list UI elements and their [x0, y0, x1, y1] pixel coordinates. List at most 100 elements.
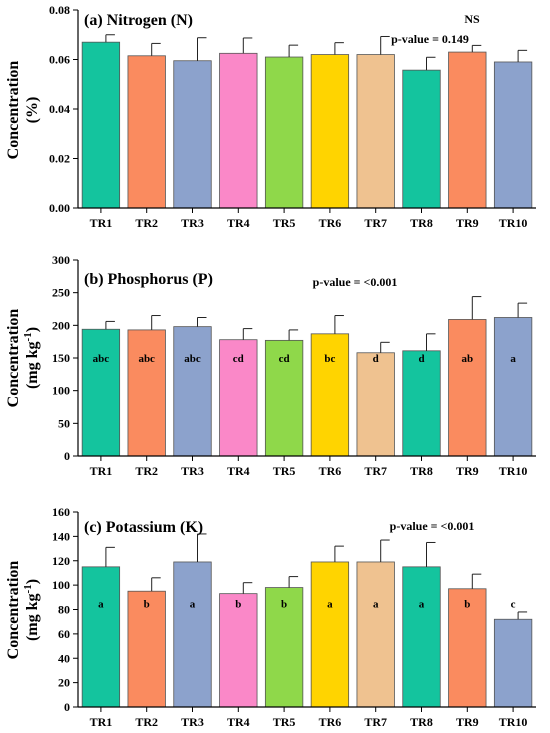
x-tick-label: TR2 — [135, 715, 158, 729]
significance-letter: a — [327, 599, 333, 611]
y-axis-label-line1: Concentration — [5, 561, 22, 660]
panel-title: (a) Nitrogen (N) — [84, 12, 193, 29]
bar — [127, 55, 166, 209]
bar — [493, 61, 533, 209]
y-tick-label: 50 — [58, 416, 70, 430]
significance-letter: cd — [279, 353, 290, 365]
y-tick-label: 140 — [52, 529, 70, 543]
bar — [173, 561, 212, 708]
y-tick-label: 40 — [58, 651, 70, 665]
panel-phosphorus: 050100150200250300TR1abcTR2abcTR3abcTR4c… — [5, 253, 536, 478]
bar — [402, 69, 441, 209]
significance-letter: a — [419, 599, 425, 611]
bar — [356, 54, 395, 209]
y-tick-label: 0.00 — [49, 201, 70, 215]
x-tick-label: TR6 — [319, 216, 342, 230]
y-tick-label: 160 — [52, 505, 70, 519]
y-axis-label-line1: Concentration — [5, 309, 22, 408]
significance-letter: a — [373, 599, 379, 611]
x-tick-label: TR5 — [273, 715, 296, 729]
bar — [81, 566, 121, 708]
bar — [448, 51, 487, 209]
panel-nitrogen: 0.00 0.02 0.04 0.06 0.08 TR1 TR2 TR3 TR4 TR5 TR6 TR… — [5, 3, 536, 230]
y-tick-label: 0 — [64, 700, 70, 714]
bar — [448, 319, 487, 457]
x-tick-label: TR8 — [410, 715, 433, 729]
significance-letter: d — [373, 353, 379, 365]
significance-letter: b — [281, 599, 287, 611]
significance-letter: b — [464, 599, 470, 611]
significance-letter: b — [235, 599, 241, 611]
panel-title: (c) Potassium (K) — [84, 519, 203, 536]
bar — [448, 588, 487, 708]
y-tick-label: 0.06 — [49, 53, 70, 67]
x-tick-label: TR5 — [273, 216, 296, 230]
significance-letter: bc — [324, 353, 335, 365]
bar — [402, 350, 441, 457]
y-tick-label: 100 — [52, 578, 70, 592]
significance-letter: d — [418, 353, 424, 365]
significance-letter: cd — [233, 353, 244, 365]
x-tick-label: TR1 — [90, 464, 113, 478]
y-tick-label: 60 — [58, 627, 70, 641]
y-axis-label-superscript: -1 — [22, 584, 34, 593]
bar — [356, 561, 395, 708]
x-tick-label: TR8 — [410, 216, 433, 230]
y-axis-label: Concentration (mg kg-1) — [5, 309, 41, 408]
x-tick-label: TR9 — [456, 216, 479, 230]
significance-letter: c — [511, 599, 516, 611]
bar — [264, 587, 304, 708]
bar — [127, 329, 166, 457]
bar — [127, 590, 166, 708]
bar — [264, 339, 304, 457]
y-tick-label: 250 — [52, 286, 70, 300]
y-tick-label: 300 — [52, 253, 70, 267]
y-tick-label: 100 — [52, 384, 70, 398]
y-tick-label: 0.04 — [49, 102, 70, 116]
significance-letter: ab — [461, 353, 473, 365]
x-tick-label: TR4 — [227, 464, 250, 478]
y-tick-label: 20 — [58, 676, 70, 690]
bar — [81, 328, 121, 457]
y-axis-label-line2: (mg kg — [24, 341, 41, 389]
bar — [219, 339, 258, 457]
significance-letter: a — [190, 599, 196, 611]
significance-letter: abc — [184, 353, 201, 365]
panel-title: (b) Phosphorus (P) — [84, 271, 213, 288]
bar — [173, 326, 212, 457]
y-tick-label: 0 — [64, 449, 70, 463]
ns-annotation: NS — [464, 12, 480, 26]
x-tick-label: TR4 — [227, 216, 250, 230]
x-tick-label: TR10 — [499, 715, 528, 729]
y-tick-label: 80 — [58, 603, 70, 617]
x-tick-label: TR5 — [273, 464, 296, 478]
bar — [402, 566, 441, 708]
x-tick-label: TR9 — [456, 464, 479, 478]
bar — [173, 60, 212, 209]
bar — [310, 561, 350, 708]
y-axis-label-close: ) — [24, 579, 41, 584]
x-tick-label: TR10 — [499, 464, 528, 478]
significance-letter: abc — [93, 353, 110, 365]
bar — [219, 593, 258, 708]
significance-letter: abc — [138, 353, 155, 365]
p-value-label: p-value = <0.001 — [390, 519, 475, 533]
x-tick-label: TR2 — [135, 216, 158, 230]
y-axis-label: Concentration (%) — [5, 61, 41, 160]
y-axis-label-line2: (mg kg — [24, 593, 41, 641]
y-axis-label-close: ) — [24, 327, 41, 332]
x-tick-label: TR4 — [227, 715, 250, 729]
x-tick-label: TR7 — [364, 715, 387, 729]
significance-letter: a — [98, 599, 104, 611]
x-tick-label: TR6 — [319, 464, 342, 478]
x-tick-label: TR10 — [499, 216, 528, 230]
y-tick-label: 200 — [52, 318, 70, 332]
x-tick-label: TR3 — [181, 715, 204, 729]
significance-letter: b — [144, 599, 150, 611]
bar — [310, 54, 350, 209]
significance-letter: a — [510, 353, 516, 365]
bar — [493, 618, 533, 708]
bar — [264, 56, 304, 209]
x-tick-label: TR7 — [364, 216, 387, 230]
